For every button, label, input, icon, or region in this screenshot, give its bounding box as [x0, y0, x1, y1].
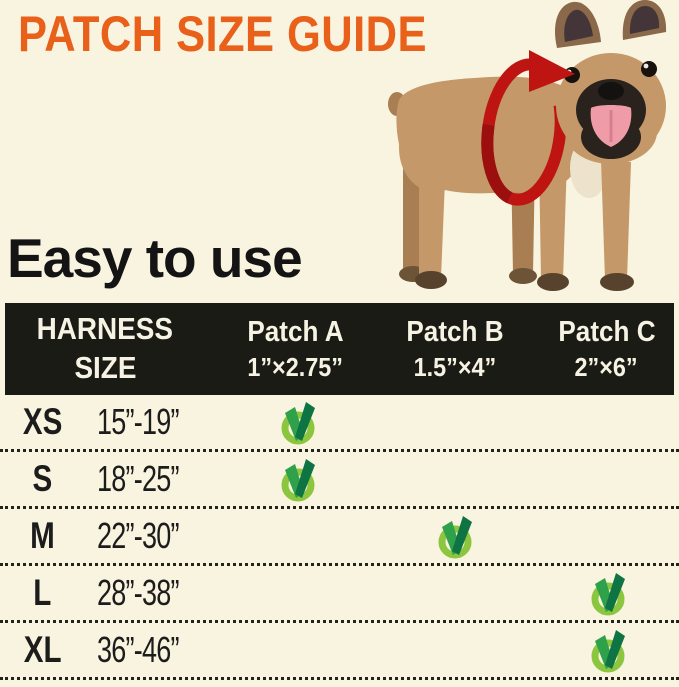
girth-range: 15”-19”: [97, 401, 180, 442]
header-patch-a: Patch A 1”×2.75”: [246, 315, 344, 383]
patch-c-cell: [525, 623, 679, 677]
harness-size-label: M: [30, 515, 55, 556]
patch-b-cell: [385, 623, 525, 677]
table-row: M 22”-30”: [0, 509, 679, 566]
patch-c-cell: [525, 509, 679, 563]
check-icon: [278, 399, 318, 446]
girth-range: 18”-25”: [97, 458, 180, 499]
dog-nose: [598, 82, 624, 100]
table-row: XS 15”-19”: [0, 395, 679, 452]
dog-eye-right: [641, 61, 657, 77]
dog-rear-near-leg: [419, 178, 445, 278]
header-harness-size: HARNESS SIZE: [36, 311, 174, 385]
dog-haunch: [399, 104, 471, 192]
table-row: L 28”-38”: [0, 566, 679, 623]
patch-b-cell: [385, 509, 525, 563]
harness-size-label: XL: [23, 629, 62, 670]
patch-b-cell: [385, 566, 525, 620]
arrowhead: [529, 50, 575, 92]
harness-size-label: S: [32, 458, 53, 499]
check-icon: [278, 456, 318, 503]
dog-front-leg: [601, 160, 631, 280]
dog-illustration: [379, 0, 679, 292]
patch-c-cell: [525, 395, 679, 449]
page-title: PATCH SIZE GUIDE: [18, 6, 427, 62]
patch-a-cell: [210, 566, 385, 620]
table-header: HARNESS SIZE Patch A 1”×2.75” Patch B 1.5”×…: [5, 303, 674, 395]
patch-b-cell: [385, 395, 525, 449]
check-icon: [588, 570, 628, 617]
dog-paw: [415, 271, 447, 289]
patch-a-cell: [210, 452, 385, 506]
section-title: Easy to use: [7, 227, 303, 289]
harness-size-label: L: [33, 572, 52, 613]
dog-paw: [509, 268, 537, 284]
patch-a-cell: [210, 509, 385, 563]
table-row: S 18”-25”: [0, 452, 679, 509]
check-icon: [435, 513, 475, 560]
header-patch-c: Patch C 2”×6”: [557, 315, 656, 383]
patch-c-cell: [525, 452, 679, 506]
patch-a-cell: [210, 623, 385, 677]
dog-head: [554, 0, 667, 164]
dog-paw: [537, 273, 569, 291]
patch-a-cell: [210, 395, 385, 449]
size-table-body: XS 15”-19” S 18”-25” M 22”-30” L 28”-38” XL 3…: [0, 395, 679, 680]
dog-paw: [600, 273, 634, 291]
check-icon: [588, 627, 628, 674]
girth-range: 22”-30”: [97, 515, 180, 556]
girth-range: 28”-38”: [97, 572, 180, 613]
table-row: XL 36”-46”: [0, 623, 679, 680]
patch-b-cell: [385, 452, 525, 506]
harness-size-label: XS: [22, 401, 63, 442]
header-patch-b: Patch B 1.5”×4”: [406, 315, 504, 383]
girth-range: 36”-46”: [97, 629, 180, 670]
patch-c-cell: [525, 566, 679, 620]
